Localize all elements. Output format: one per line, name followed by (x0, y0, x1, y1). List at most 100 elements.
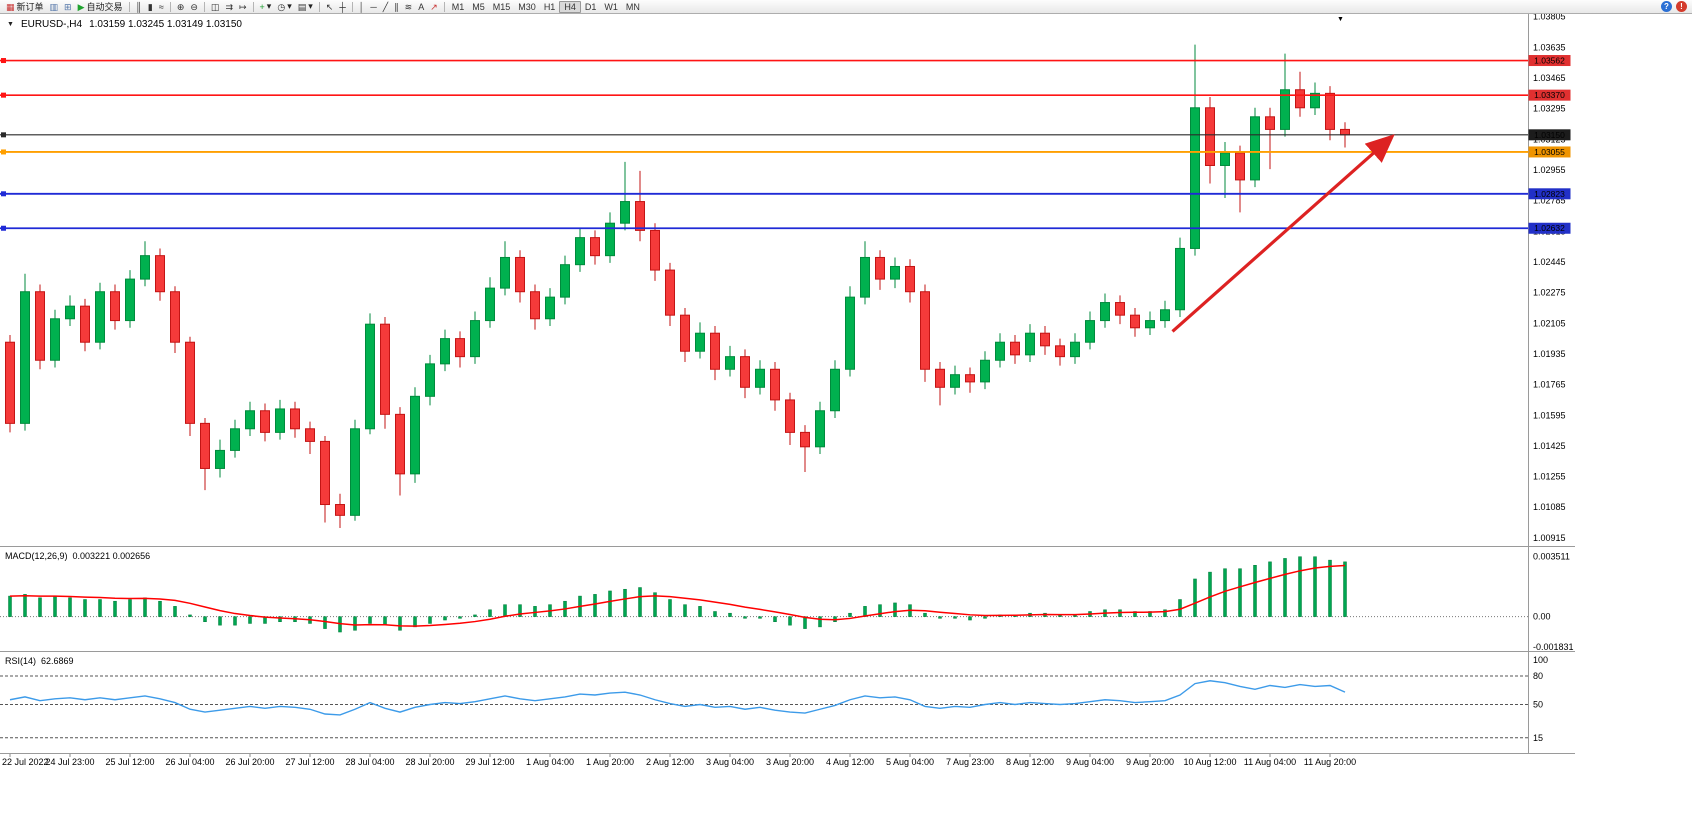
svg-text:10 Aug 12:00: 10 Aug 12:00 (1183, 757, 1236, 767)
profiles-icon: ⊞ (64, 1, 72, 12)
vertical-line-button[interactable]: │ (356, 1, 368, 13)
svg-text:1.02105: 1.02105 (1533, 318, 1566, 328)
svg-text:-0.001831: -0.001831 (1533, 642, 1574, 652)
chart-shift-marker-icon[interactable]: ▼ (1337, 16, 1344, 23)
hline-handle[interactable] (1, 58, 6, 64)
svg-text:4 Aug 12:00: 4 Aug 12:00 (826, 757, 874, 767)
svg-text:1 Aug 20:00: 1 Aug 20:00 (586, 757, 634, 767)
horizontal-line-button[interactable]: ─ (367, 1, 379, 13)
line-chart-type-icon: ≈ (158, 1, 164, 12)
svg-text:7 Aug 23:00: 7 Aug 23:00 (946, 757, 994, 767)
svg-text:0.00: 0.00 (1533, 612, 1551, 622)
timeframe-h1-button[interactable]: H1 (540, 1, 560, 13)
price-tag (1528, 89, 1571, 101)
timeframe-m15-button-label: M15 (492, 1, 511, 12)
timeframe-m1-button[interactable]: M1 (448, 1, 469, 13)
crosshair-button[interactable]: ┼ (336, 1, 348, 13)
zoom-out-button[interactable]: ⊖ (187, 1, 201, 13)
text-label-button[interactable]: A (415, 1, 427, 13)
timeframe-d1-button[interactable]: D1 (581, 1, 601, 13)
svg-text:1.03370: 1.03370 (1534, 90, 1565, 100)
zoom-out-icon: ⊖ (190, 1, 198, 12)
rsi-indicator-label: RSI(14) 62.6869 (5, 656, 74, 666)
new-order-button[interactable]: ▦ 新订单 (3, 1, 47, 13)
periods-dropdown-button[interactable]: ◷ ▾ (274, 1, 294, 13)
timeframe-mn-button[interactable]: MN (622, 1, 644, 13)
svg-text:25 Jul 12:00: 25 Jul 12:00 (105, 757, 154, 767)
timeframe-m5-button[interactable]: M5 (468, 1, 489, 13)
toolbar-separator (318, 1, 320, 12)
chart-title: ▼ EURUSD-,H4 1.03159 1.03245 1.03149 1.0… (7, 19, 242, 30)
svg-text:1.03295: 1.03295 (1533, 104, 1566, 114)
candlestick-type-icon: ▮ (147, 1, 153, 12)
trend-arrow[interactable] (1171, 134, 1395, 333)
svg-text:1.01425: 1.01425 (1533, 441, 1566, 451)
templates-button-label: ▾ (308, 1, 313, 11)
svg-text:1.01255: 1.01255 (1533, 472, 1566, 482)
svg-text:11 Aug 04:00: 11 Aug 04:00 (1244, 757, 1296, 767)
rsi-panel: 100 80 50 15 (0, 655, 1548, 743)
tile-windows-button[interactable]: ◫ (208, 1, 223, 13)
timeframe-m30-button[interactable]: M30 (514, 1, 540, 13)
periods-dropdown-icon: ◷ (277, 1, 286, 12)
svg-text:3 Aug 20:00: 3 Aug 20:00 (766, 757, 814, 767)
toolbar-separator (252, 1, 254, 12)
hline-handle[interactable] (1, 225, 6, 231)
arrows-tool-button[interactable]: ↗ (427, 1, 441, 13)
text-label-icon: A (418, 1, 425, 12)
svg-text:11 Aug 20:00: 11 Aug 20:00 (1304, 757, 1356, 767)
alert-icon[interactable]: ! (1676, 1, 1687, 12)
symbol-label: EURUSD-,H4 (20, 19, 83, 30)
hline-handle[interactable] (1, 191, 6, 197)
timeframe-h4-button[interactable]: H4 (559, 0, 581, 13)
hlines-layer: 1.03562 1.03370 1.03150 1.03055 1.02823 1.026… (0, 55, 1571, 234)
main-toolbar: ▦ 新订单 ▥ ⊞ ▶ 自动交易 ║ ▮ ≈ ⊕ ⊖ ◫ ⇉ ↦ + ▾ ◷ ▾ ▤ ▾ ↖ ┼ │ ─ ╱ ∥ ≋ A ↗ M1 M5 M1… (0, 0, 1692, 14)
auto-scroll-button[interactable]: ⇉ (222, 1, 236, 13)
cursor-button[interactable]: ↖ (323, 1, 337, 13)
macd-values: 0.003221 0.002656 (72, 551, 151, 561)
svg-text:1.02445: 1.02445 (1533, 257, 1566, 267)
fibonacci-button[interactable]: ≋ (402, 1, 416, 13)
toolbar-separator (203, 1, 205, 12)
hline-handle[interactable] (1, 92, 6, 98)
svg-text:22 Jul 2022: 22 Jul 2022 (2, 757, 49, 767)
svg-text:1.03805: 1.03805 (1533, 12, 1566, 22)
bar-chart-type-button[interactable]: ║ (133, 1, 145, 13)
auto-trading-button[interactable]: ▶ 自动交易 (75, 1, 126, 13)
charts-grid-button[interactable]: ▥ (47, 1, 62, 13)
templates-button[interactable]: ▤ ▾ (295, 1, 316, 13)
trendline-button[interactable]: ╱ (380, 1, 391, 13)
candlestick-type-button[interactable]: ▮ (145, 1, 156, 13)
timeframe-h1-button-label: H1 (543, 1, 556, 12)
svg-text:0.003511: 0.003511 (1533, 552, 1570, 562)
svg-text:1 Aug 04:00: 1 Aug 04:00 (526, 757, 574, 767)
bar-chart-type-icon: ║ (135, 1, 142, 12)
price-tag (1528, 222, 1571, 234)
indicators-button[interactable]: + ▾ (257, 1, 275, 13)
tile-windows-icon: ◫ (210, 1, 220, 12)
price-tag (1528, 146, 1571, 158)
svg-text:29 Jul 12:00: 29 Jul 12:00 (465, 757, 514, 767)
svg-text:100: 100 (1533, 655, 1548, 665)
svg-text:1.01595: 1.01595 (1533, 410, 1566, 420)
svg-text:1.01935: 1.01935 (1533, 349, 1566, 359)
chart-shift-button[interactable]: ↦ (236, 1, 250, 13)
line-chart-type-button[interactable]: ≈ (156, 1, 167, 13)
hline-handle[interactable] (1, 132, 6, 138)
timeframe-m15-button[interactable]: M15 (489, 1, 515, 13)
svg-text:80: 80 (1533, 671, 1543, 681)
zoom-in-button[interactable]: ⊕ (174, 1, 188, 13)
timeframe-w1-button[interactable]: W1 (600, 1, 622, 13)
help-icon[interactable]: ? (1661, 1, 1672, 12)
svg-text:9 Aug 20:00: 9 Aug 20:00 (1126, 757, 1174, 767)
new-order-icon: ▦ (6, 1, 15, 12)
equidistant-channel-button[interactable]: ∥ (391, 1, 402, 13)
profiles-button[interactable]: ⊞ (61, 1, 75, 13)
symbol-dropdown-icon[interactable]: ▼ (7, 21, 14, 28)
equidistant-channel-icon: ∥ (394, 1, 399, 12)
svg-text:3 Aug 04:00: 3 Aug 04:00 (706, 757, 754, 767)
hline-handle[interactable] (1, 149, 6, 155)
indicators-icon: + (259, 1, 265, 12)
